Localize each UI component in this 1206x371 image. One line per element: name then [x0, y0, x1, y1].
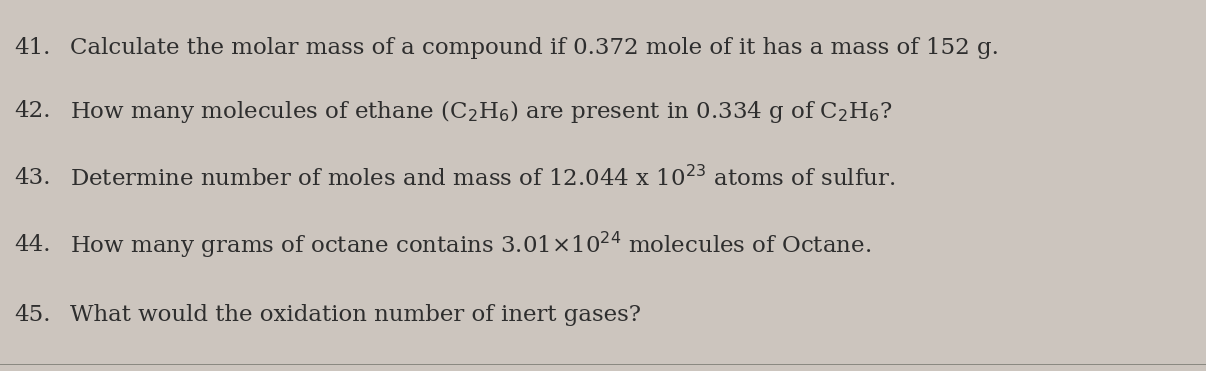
Text: 45.: 45.	[14, 304, 51, 326]
Text: 41.: 41.	[14, 37, 51, 59]
Text: Determine number of moles and mass of 12.044 x 10$^{23}$ atoms of sulfur.: Determine number of moles and mass of 12…	[70, 165, 895, 191]
Text: 43.: 43.	[14, 167, 51, 189]
Text: How many molecules of ethane (C$_{2}$H$_{6}$) are present in 0.334 g of C$_{2}$H: How many molecules of ethane (C$_{2}$H$_…	[70, 98, 892, 125]
Text: What would the oxidation number of inert gases?: What would the oxidation number of inert…	[70, 304, 640, 326]
Text: How many grams of octane contains 3.01×10$^{24}$ molecules of Octane.: How many grams of octane contains 3.01×1…	[70, 230, 871, 260]
Text: Calculate the molar mass of a compound if 0.372 mole of it has a mass of 152 g.: Calculate the molar mass of a compound i…	[70, 37, 999, 59]
Text: 44.: 44.	[14, 234, 51, 256]
Text: 42.: 42.	[14, 100, 51, 122]
